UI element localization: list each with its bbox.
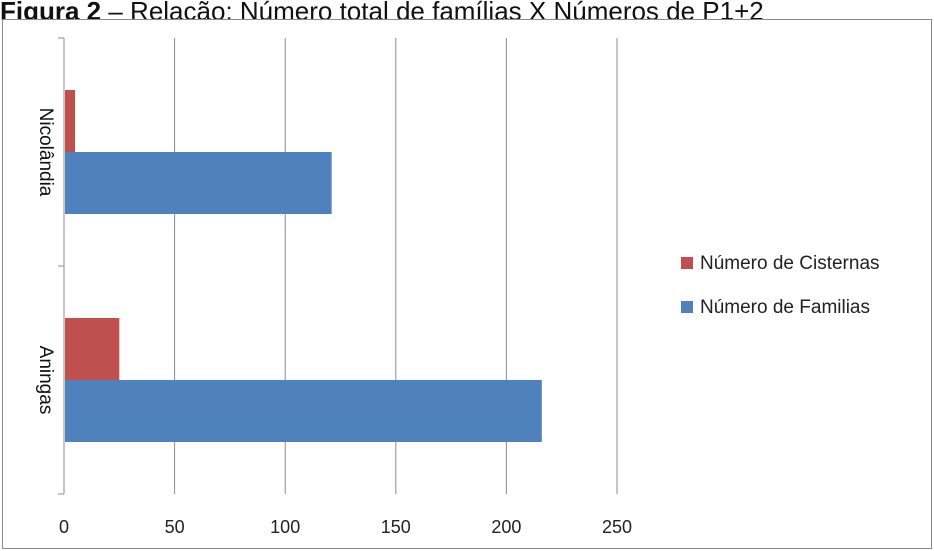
category-label-1: Nicolândia [35,108,56,197]
legend-swatch-0 [681,257,693,269]
legend-swatch-1 [681,301,693,313]
x-tick-label-200: 200 [491,517,521,537]
x-tick-label-150: 150 [381,517,411,537]
chart-frame [2,19,932,549]
legend-label-1: Número de Familias [700,297,870,318]
x-tick-label-100: 100 [270,517,300,537]
category-label-0: Aningas [35,346,56,415]
x-tick-label-250: 250 [602,517,632,537]
bar-aningas-series-0 [65,380,542,442]
bar-aningas-series-1 [65,318,120,380]
bar-nicol-ndia-series-0 [65,152,332,214]
legend-label-0: Número de Cisternas [700,253,880,274]
x-tick-label-50: 50 [165,517,185,537]
bar-nicol-ndia-series-1 [65,90,76,152]
x-tick-label-0: 0 [59,517,69,537]
